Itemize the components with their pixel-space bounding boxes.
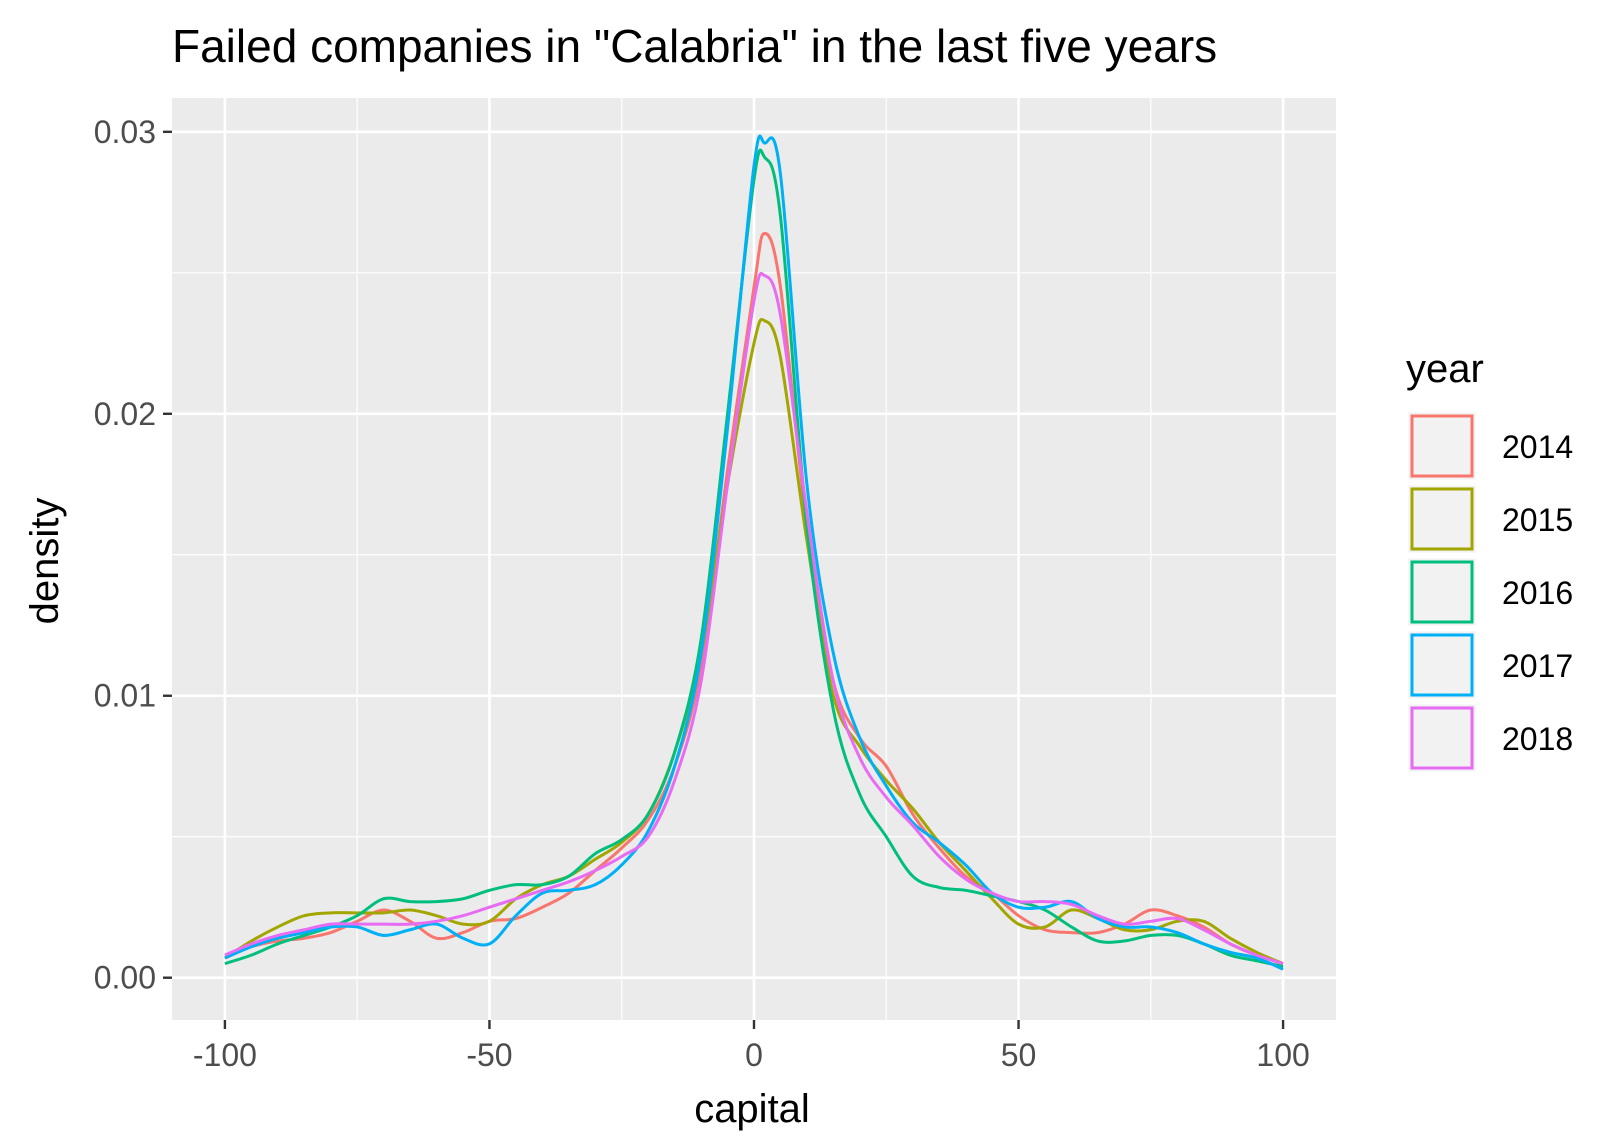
legend-item-2016: 2016 (1407, 557, 1573, 627)
x-axis-title: capital (694, 1087, 810, 1131)
x-tick-label: 100 (1256, 1037, 1309, 1073)
x-tick-label: -100 (193, 1037, 257, 1073)
legend-item-2018: 2018 (1407, 703, 1573, 773)
legend-key (1407, 703, 1477, 773)
legend: year 2014 2015 2016 2017 2018 (1406, 347, 1573, 773)
legend-key (1407, 484, 1477, 554)
legend-label: 2014 (1502, 429, 1573, 465)
legend-item-2015: 2015 (1407, 484, 1573, 554)
legend-key (1407, 557, 1477, 627)
legend-items: 2014 2015 2016 2017 2018 (1407, 411, 1573, 773)
x-tick-labels: -100 -50 0 50 100 (193, 1037, 1310, 1073)
legend-label: 2017 (1502, 648, 1573, 684)
series-lines (224, 134, 1284, 971)
y-tick-label: 0.02 (94, 396, 156, 432)
x-tick-label: 0 (745, 1037, 763, 1073)
legend-key (1407, 630, 1477, 700)
x-tick-label: -50 (466, 1037, 512, 1073)
legend-swatch (1410, 706, 1474, 770)
legend-label: 2016 (1502, 575, 1573, 611)
chart-title: Failed companies in "Calabria" in the la… (172, 20, 1217, 72)
legend-item-2017: 2017 (1407, 630, 1573, 700)
legend-key (1407, 411, 1477, 481)
y-axis-title: density (23, 498, 67, 625)
series-line-2018 (224, 271, 1284, 966)
legend-swatch (1410, 414, 1474, 478)
legend-label: 2015 (1502, 502, 1573, 538)
y-tick-label: 0.03 (94, 114, 156, 150)
legend-label: 2018 (1502, 721, 1573, 757)
major-gridlines (172, 98, 1336, 1020)
legend-title: year (1406, 347, 1484, 391)
y-tick-labels: 0.00 0.01 0.02 0.03 (94, 114, 156, 996)
series-line-2016 (224, 148, 1284, 968)
legend-swatch (1410, 487, 1474, 551)
axis-ticks (163, 130, 1285, 1029)
x-tick-label: 50 (1001, 1037, 1037, 1073)
y-tick-label: 0.01 (94, 678, 156, 714)
legend-item-2014: 2014 (1407, 411, 1573, 481)
y-tick-label: 0.00 (94, 960, 156, 996)
legend-swatch (1410, 633, 1474, 697)
legend-swatch (1410, 560, 1474, 624)
